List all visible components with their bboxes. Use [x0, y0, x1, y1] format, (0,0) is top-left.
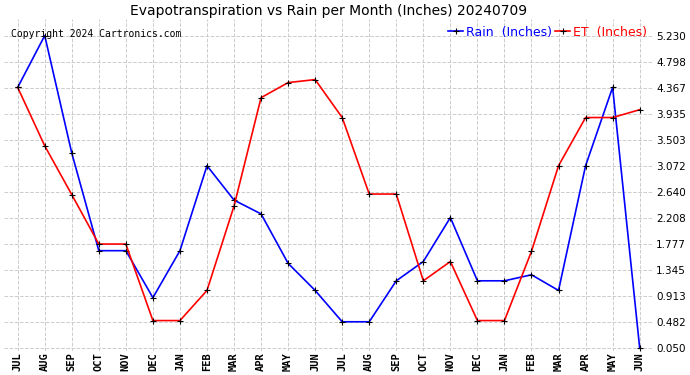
Text: Copyright 2024 Cartronics.com: Copyright 2024 Cartronics.com — [10, 29, 181, 39]
ET  (Inches) — [121, 242, 130, 246]
ET  (Inches) — [554, 164, 562, 168]
Rain  (Inches) — [176, 248, 184, 253]
ET  (Inches) — [582, 115, 590, 120]
ET  (Inches) — [176, 318, 184, 323]
ET  (Inches) — [420, 279, 428, 283]
Rain  (Inches) — [420, 259, 428, 264]
ET  (Inches) — [527, 249, 535, 254]
Line: ET  (Inches): ET (Inches) — [14, 76, 643, 324]
Rain  (Inches) — [14, 85, 22, 90]
ET  (Inches) — [311, 77, 319, 82]
Rain  (Inches) — [230, 198, 238, 202]
ET  (Inches) — [95, 242, 103, 246]
ET  (Inches) — [149, 318, 157, 323]
Rain  (Inches) — [338, 320, 346, 324]
ET  (Inches) — [392, 192, 400, 196]
ET  (Inches) — [500, 318, 509, 323]
ET  (Inches) — [609, 115, 617, 120]
ET  (Inches) — [230, 204, 238, 209]
Line: Rain  (Inches): Rain (Inches) — [14, 32, 643, 351]
Rain  (Inches) — [635, 345, 644, 350]
Rain  (Inches) — [95, 248, 103, 253]
Rain  (Inches) — [365, 320, 373, 324]
ET  (Inches) — [473, 318, 482, 323]
Rain  (Inches) — [609, 85, 617, 90]
Legend: Rain  (Inches), ET  (Inches): Rain (Inches), ET (Inches) — [448, 26, 647, 39]
Title: Evapotranspiration vs Rain per Month (Inches) 20240709: Evapotranspiration vs Rain per Month (In… — [130, 4, 527, 18]
ET  (Inches) — [338, 115, 346, 120]
Rain  (Inches) — [121, 248, 130, 253]
ET  (Inches) — [41, 144, 49, 148]
ET  (Inches) — [446, 259, 455, 264]
ET  (Inches) — [365, 192, 373, 196]
Rain  (Inches) — [582, 164, 590, 168]
ET  (Inches) — [635, 108, 644, 112]
Rain  (Inches) — [392, 279, 400, 283]
Rain  (Inches) — [257, 211, 265, 216]
ET  (Inches) — [257, 95, 265, 100]
Rain  (Inches) — [500, 279, 509, 283]
Rain  (Inches) — [554, 288, 562, 293]
ET  (Inches) — [68, 192, 76, 197]
Rain  (Inches) — [311, 288, 319, 293]
Rain  (Inches) — [149, 296, 157, 300]
Rain  (Inches) — [203, 164, 211, 168]
Rain  (Inches) — [41, 33, 49, 38]
Rain  (Inches) — [473, 279, 482, 283]
Rain  (Inches) — [284, 261, 293, 266]
Rain  (Inches) — [68, 151, 76, 155]
ET  (Inches) — [284, 80, 293, 85]
Rain  (Inches) — [446, 215, 455, 220]
Rain  (Inches) — [527, 273, 535, 277]
ET  (Inches) — [14, 85, 22, 90]
ET  (Inches) — [203, 288, 211, 293]
